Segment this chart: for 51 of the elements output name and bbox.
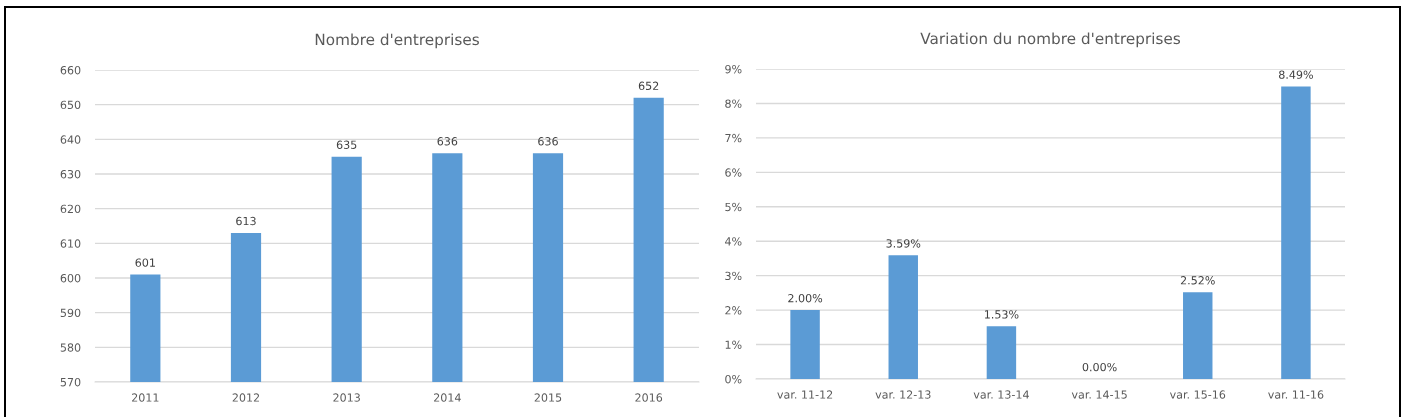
y-tick-label: 630: [60, 169, 81, 179]
x-tick-label: var. 13-14: [973, 390, 1029, 399]
y-tick-label: 9%: [725, 64, 742, 74]
data-label: 601: [135, 258, 155, 267]
bar: [888, 255, 918, 379]
y-tick-label: 620: [60, 204, 81, 214]
y-tick-label: 570: [60, 377, 81, 387]
x-tick-label: 2011: [132, 393, 159, 402]
y-tick-label: 4%: [725, 237, 742, 246]
y-tick-label: 640: [60, 135, 81, 144]
data-label: 8.49%: [1279, 70, 1313, 79]
x-tick-label: 2013: [333, 393, 360, 402]
y-tick-label: 610: [60, 239, 81, 248]
x-tick-label: var. 15-16: [1169, 390, 1226, 399]
x-tick-label: 2015: [534, 393, 562, 402]
data-label: 1.53%: [984, 310, 1019, 319]
x-tick-label: 2014: [434, 393, 461, 402]
data-label: 2.52%: [1180, 276, 1215, 285]
y-tick-label: 6%: [725, 168, 742, 177]
y-tick-label: 2%: [725, 306, 742, 315]
data-label: 652: [638, 81, 659, 91]
x-tick-label: 2016: [635, 393, 663, 402]
y-tick-label: 580: [60, 343, 81, 352]
bar: [790, 310, 820, 379]
y-tick-label: 600: [60, 273, 81, 283]
chart-title: Nombre d'entreprises: [315, 33, 479, 49]
y-tick-label: 3%: [725, 271, 742, 281]
x-tick-label: var. 11-16: [1268, 390, 1324, 399]
bar: [986, 326, 1017, 379]
x-tick-label: var. 11-12: [777, 390, 833, 399]
data-label: 613: [236, 216, 256, 226]
chart-title: Variation du nombre d'entreprises: [920, 32, 1181, 48]
data-label: 635: [336, 140, 357, 149]
y-tick-label: 7%: [725, 133, 742, 143]
x-tick-label: var. 12-13: [875, 390, 931, 399]
x-tick-label: 2012: [232, 393, 260, 402]
bar: [1281, 86, 1311, 379]
y-tick-label: 5%: [725, 202, 742, 212]
data-label: 0.00%: [1082, 362, 1117, 372]
data-label: 2.00%: [788, 294, 823, 303]
y-tick-label: 590: [60, 308, 81, 318]
y-tick-label: 650: [60, 100, 81, 110]
data-label: 3.59%: [886, 239, 921, 248]
x-tick-label: var. 14-15: [1071, 390, 1127, 399]
y-tick-label: 0%: [725, 374, 742, 384]
data-label: 636: [437, 137, 458, 146]
data-label: 636: [538, 137, 558, 146]
y-tick-label: 8%: [725, 99, 742, 108]
bar: [1183, 292, 1213, 379]
y-tick-label: 1%: [725, 340, 742, 349]
y-tick-label: 660: [60, 65, 81, 75]
